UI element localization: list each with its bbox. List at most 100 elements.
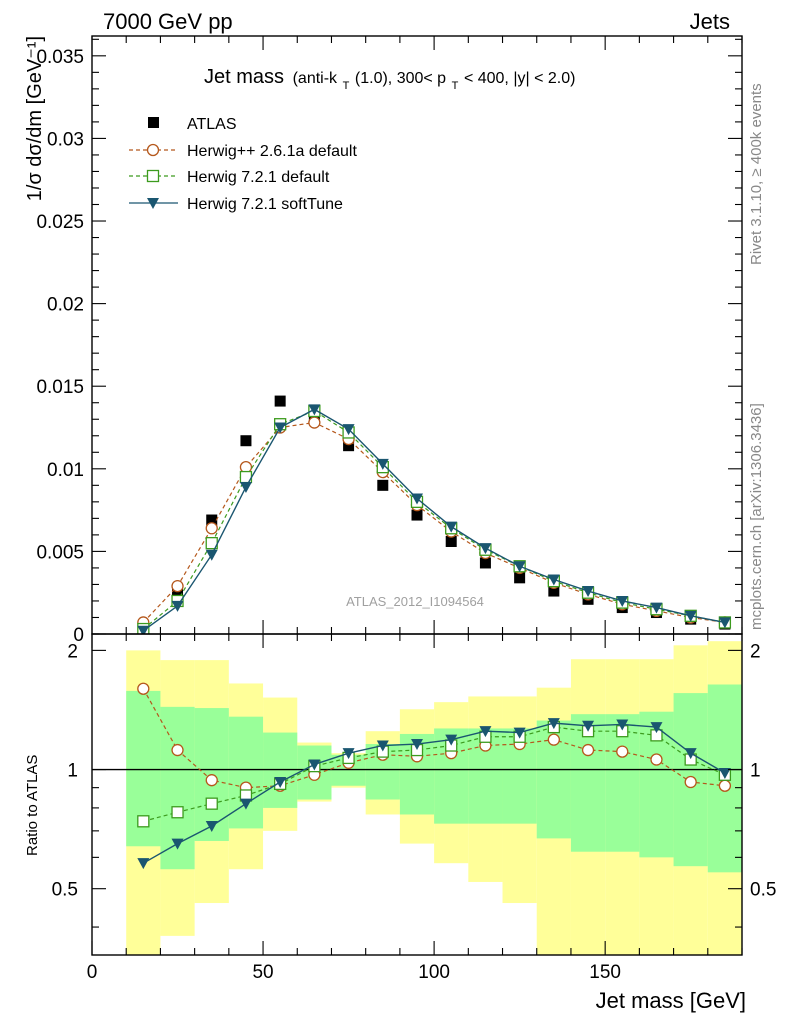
ratio-herwigpp-261-point [616, 745, 629, 758]
ratio-softtune-point [547, 718, 560, 730]
ratio-softtune-point [171, 838, 184, 850]
ratio-y-tick-label: 2 [67, 641, 78, 662]
atlas-data-point [377, 479, 389, 491]
ratio-softtune-point [718, 768, 731, 780]
ratio-herwigpp-261-point [650, 753, 663, 766]
x-axis-title: Jet mass [GeV] [596, 988, 746, 1013]
ratio-softtune-point [616, 719, 629, 731]
analysis-watermark: ATLAS_2012_I1094564 [346, 594, 484, 609]
ratio-softtune-point [205, 821, 218, 833]
ratio-softtune-point [479, 726, 492, 738]
ratio-softtune-point [513, 727, 526, 739]
atlas-data-point [445, 535, 457, 547]
rivet-version-label: Rivet 3.1.10, ≥ 400k events [748, 83, 765, 265]
main-y-tick-label: 0.025 [36, 212, 84, 233]
ratio-herwig-721-point [137, 815, 150, 828]
herwig-721-softtune-point [650, 602, 663, 614]
herwig-721-softtune-point [376, 458, 389, 470]
herwigpp-261-point [171, 579, 184, 593]
ratio-y-tick-label: 0.5 [52, 880, 78, 901]
herwigpp-261-point [308, 416, 321, 429]
ratio-panel-frame [91, 633, 743, 956]
legend: ATLAS Herwig++ 2.6.1a default Herwig 7.2… [129, 116, 357, 213]
main-y-tick-label: 0.03 [47, 129, 84, 150]
ratio-softtune-point [445, 734, 458, 746]
ratio-softtune-point [308, 759, 321, 771]
plot-title-sub-mid: (1.0), 300< p [355, 70, 446, 87]
herwig-721-softtune-point [342, 424, 355, 436]
atlas-data-point [548, 585, 560, 597]
ratio-herwig-721-point [205, 797, 218, 810]
herwig-721-softtune-point [616, 595, 629, 607]
atlas-data-point [411, 509, 423, 521]
ratio-herwigpp-261-point [684, 775, 697, 789]
ratio-y-tick-label-right: 2 [750, 641, 761, 662]
plot-title: Jet mass (anti-k T (1.0), 300< p T < 400… [204, 66, 575, 94]
ratio-y-tick-label-right: 1 [750, 761, 761, 782]
main-y-tick-label: 0.005 [36, 542, 84, 563]
herwig-721-softtune-point [205, 549, 218, 561]
axes-ticks: 0 0.005 0.01 0.015 0.02 0.025 0.03 0.035 0 50 100 1… [36, 36, 776, 983]
atlas-data-point [514, 572, 526, 584]
plot-title-main: Jet mass [204, 66, 284, 88]
ratio-herwigpp-261-point [171, 743, 184, 757]
inner-uncertainty-band [228, 716, 264, 829]
main-y-tick-label: 0.035 [36, 47, 84, 68]
herwig-721-softtune-point [445, 521, 458, 533]
ratio-softtune-point [411, 739, 423, 751]
main-y-tick-label: 0.02 [47, 295, 84, 316]
ratio-herwigpp-261-point [718, 779, 732, 792]
ratio-softtune-point [650, 722, 663, 734]
atlas-data-point [274, 395, 286, 407]
inner-uncertainty-band [263, 732, 298, 808]
legend-h721soft-marker [147, 198, 159, 209]
main-y-tick-label: 0.015 [36, 377, 84, 398]
plot-title-sub-pre: (anti-k [293, 70, 338, 87]
ratio-herwig-721-point [171, 806, 184, 819]
atlas-data-point [343, 440, 355, 452]
ratio-softtune-point [239, 798, 252, 810]
herwig-721-softtune-point [274, 422, 287, 434]
legend-atlas-label: ATLAS [187, 116, 237, 133]
herwig-721-softtune-point [513, 561, 526, 573]
plot-title-sub-t2: T [452, 80, 459, 92]
herwig-721-softtune-point [547, 574, 560, 586]
ratio-herwigpp-261-point [547, 733, 560, 746]
ratio-y-axis-title: Ratio to ATLAS [24, 755, 41, 856]
x-tick-label: 50 [252, 962, 273, 983]
ratio-herwigpp-261-point [581, 743, 595, 757]
main-y-axis-title: 1/σ dσ/dm [GeV⁻¹] [24, 36, 46, 201]
legend-h721-marker [146, 169, 160, 183]
ratio-softtune-point [582, 720, 595, 732]
atlas-data-point [240, 435, 252, 447]
main-y-tick-label: 0.01 [47, 460, 84, 481]
ratio-softtune-point [342, 748, 355, 760]
atlas-data-point [479, 557, 491, 569]
herwig-721-softtune-point [718, 617, 731, 629]
herwig-721-softtune-point [479, 543, 492, 555]
ratio-softtune-point [274, 777, 287, 789]
herwig-721-softtune-point [582, 586, 595, 598]
ratio-panel-data [137, 682, 732, 870]
ratio-uncertainty-bands [126, 641, 742, 955]
x-tick-label: 150 [589, 962, 621, 983]
ratio-y-tick-label-right: 0.5 [750, 880, 776, 901]
herwig-721-softtune-point [171, 600, 184, 612]
ratio-softtune-point [137, 858, 150, 870]
main-panel-data [137, 395, 732, 634]
legend-h261-marker [146, 143, 160, 157]
main-y-tick-label: 0 [73, 625, 84, 646]
legend-h721-label: Herwig 7.2.1 default [187, 169, 330, 186]
x-tick-label: 100 [418, 962, 450, 983]
herwig-721-softtune-point [137, 625, 150, 634]
legend-atlas-marker [148, 117, 159, 128]
ratio-herwigpp-261-point [205, 774, 218, 787]
x-tick-label: 0 [87, 962, 98, 983]
header-jets-label: Jets [690, 9, 730, 34]
herwigpp-261-point [205, 522, 218, 535]
ratio-line-3 [142, 722, 726, 864]
herwig-721-softtune-point [684, 610, 697, 622]
legend-h721soft-label: Herwig 7.2.1 softTune [187, 196, 343, 213]
atlas-data-point [206, 514, 218, 526]
